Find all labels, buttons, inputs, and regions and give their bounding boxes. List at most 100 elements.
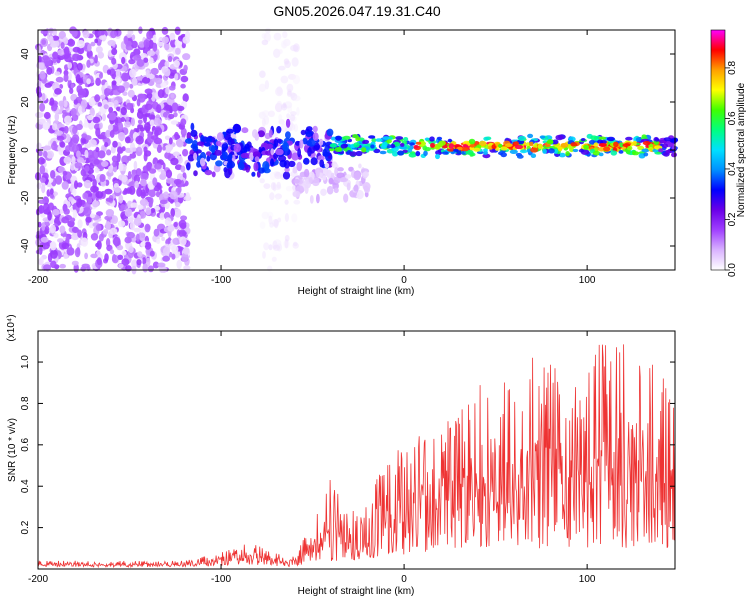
colorbar-tick-label: 0.0 [727, 263, 738, 277]
spectrogram-cell [292, 190, 301, 198]
spectrogram-cell [373, 148, 381, 154]
spectrogram-cell [265, 27, 271, 34]
spectrogram-cell [73, 99, 79, 105]
spectrogram-cell [146, 30, 153, 40]
spectrogram-cell [38, 205, 45, 214]
spectrogram-cell [163, 67, 171, 77]
spectrogram-cell [442, 151, 449, 155]
spectrogram-cell [122, 91, 128, 96]
spectrogram-cell [162, 255, 171, 262]
spectrogram-cell [94, 38, 99, 44]
y-tick-label: -20 [20, 190, 31, 205]
spectrogram-cell [50, 241, 57, 251]
spectrogram-cell [261, 211, 270, 220]
spectrogram-cell [94, 94, 101, 103]
spectrogram-cell [320, 188, 327, 196]
spectrogram-cell [334, 147, 343, 152]
spectrogram-cell [174, 73, 179, 81]
spectrogram-cell [72, 126, 78, 135]
spectrogram-cell [117, 220, 126, 228]
spectrogram-cell [548, 148, 555, 154]
spectrogram-cell [71, 144, 79, 154]
spectrogram-cell [224, 168, 231, 179]
spectrogram-cell [63, 52, 72, 63]
spectrogram-cell [44, 82, 52, 88]
spectrogram-cell [641, 148, 650, 153]
spectrogram-cell [169, 32, 176, 41]
spectrogram-cell [140, 241, 146, 247]
spectrogram-cell [606, 136, 616, 142]
spectrogram-cell [85, 216, 92, 223]
spectrogram-cell [99, 122, 103, 129]
spectrogram-cell [145, 257, 151, 267]
spectrogram-cell [99, 94, 106, 100]
spectrogram-cell [500, 152, 508, 158]
spectrogram-cell [254, 132, 260, 141]
spectrogram-cell [128, 59, 136, 65]
spectrogram-cell [625, 136, 633, 141]
spectrogram-cell [88, 139, 97, 147]
spectrogram-cell [262, 251, 266, 259]
spectrogram-cell [478, 140, 487, 146]
colorbar-gradient [711, 30, 725, 270]
spectrogram-cell [118, 263, 124, 269]
spectrogram-cell [565, 151, 570, 157]
spectrogram-cell [154, 127, 163, 136]
spectrogram-cell [276, 126, 282, 134]
spectrogram-cell [509, 149, 518, 154]
spectrogram-cell [598, 147, 605, 152]
spectrogram-cell [259, 221, 266, 229]
spectrogram-cell [120, 204, 126, 210]
spectrogram-cell [76, 182, 83, 188]
spectrogram-cell [152, 34, 157, 43]
spectrogram-cell [348, 166, 354, 172]
spectrogram-cell [170, 157, 179, 166]
spectrogram-cell [55, 130, 64, 136]
spectrogram-cell [293, 95, 301, 102]
spectrogram-cell [139, 198, 149, 206]
spectrogram-cell [111, 48, 118, 56]
spectrogram-cell [116, 85, 126, 93]
spectrogram-cell [124, 208, 133, 218]
spectrogram-cell [462, 147, 469, 152]
spectrogram-cell [170, 93, 175, 99]
spectrogram-cell [316, 193, 320, 204]
spectrogram-cell [290, 44, 299, 52]
spectrogram-cell [483, 148, 488, 152]
spectrogram-cell [527, 133, 534, 139]
spectrogram-cell [272, 244, 281, 251]
spectrogram-cell [50, 260, 57, 269]
spectrogram-cell [71, 27, 78, 38]
spectrogram-cell [375, 138, 383, 142]
spectrogram-cell [127, 217, 134, 223]
spectrogram-cell [203, 142, 211, 147]
spectrogram-cell [409, 142, 415, 146]
spectrogram-cell [38, 199, 46, 205]
spectrogram-cell [233, 123, 240, 130]
spectrogram-cell [97, 150, 106, 159]
spectrogram-cell [290, 92, 296, 98]
spectrogram-cell [276, 100, 283, 109]
spectrogram-cell [59, 225, 66, 234]
spectrogram-cell [159, 199, 168, 205]
spectrogram-cell [292, 74, 301, 85]
spectrogram-cell [468, 138, 476, 145]
spectrogram-cell [174, 26, 181, 35]
spectrogram-cell [77, 219, 83, 229]
spectrogram-cell [70, 217, 76, 223]
spectrogram-cell [87, 114, 94, 121]
x-tick-label: -200 [28, 574, 48, 585]
spectrogram-cell [144, 103, 153, 111]
spectrogram-cell [57, 238, 64, 243]
spectrogram-cell [108, 112, 117, 121]
y-tick-label: 0.6 [20, 437, 31, 451]
spectrogram-cell [237, 162, 245, 170]
spectrogram-cell [297, 148, 301, 158]
spectrogram-cell [95, 46, 103, 54]
spectrogram-cell [437, 142, 444, 148]
spectrogram-cell [172, 151, 180, 157]
spectrogram-cell [150, 67, 159, 75]
spectrogram-cell [106, 149, 112, 156]
spectrogram-cell [146, 50, 156, 57]
